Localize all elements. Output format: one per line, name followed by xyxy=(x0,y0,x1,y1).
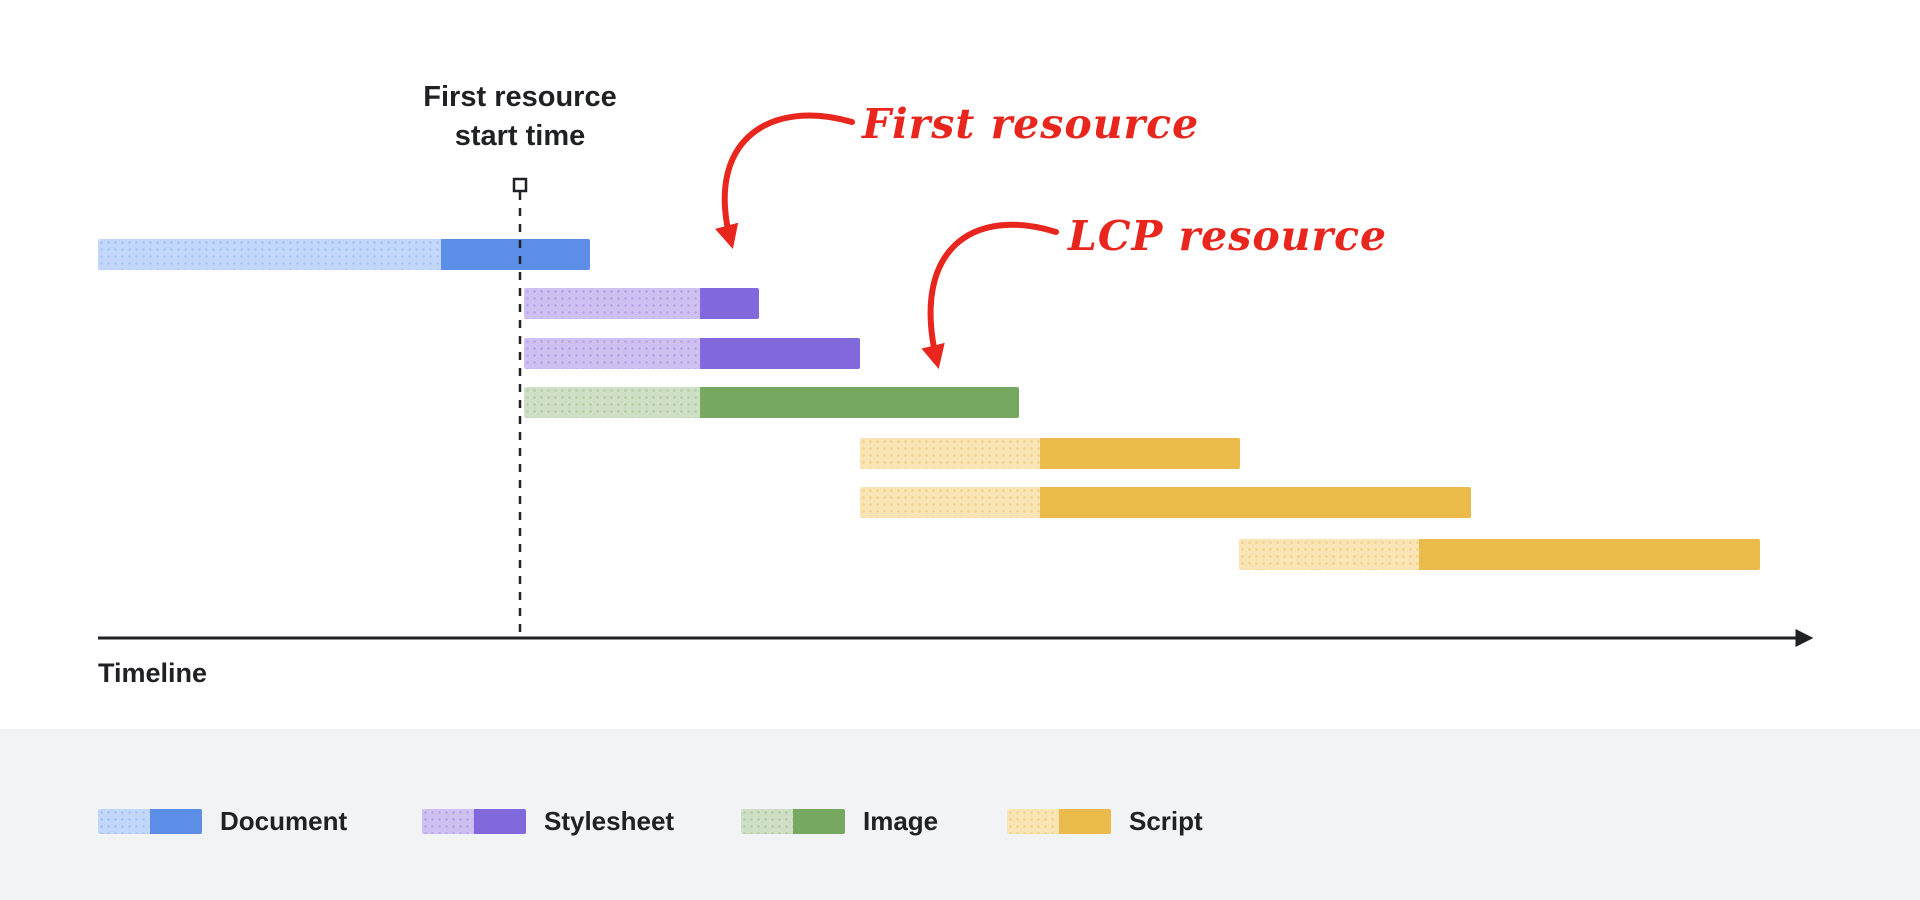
bar-segment-dark xyxy=(700,288,759,319)
legend-swatch-document-light xyxy=(98,809,150,834)
legend-label-stylesheet: Stylesheet xyxy=(544,806,675,836)
bar-segment-dark xyxy=(441,239,590,270)
lcp-resource-annotation: LCP resource xyxy=(1068,212,1388,260)
bar-stylesheet-3 xyxy=(524,338,860,369)
first-resource-start-time-label: First resource start time xyxy=(423,78,616,156)
bar-segment-light xyxy=(1239,539,1419,570)
bar-segment-dark xyxy=(1040,487,1471,518)
legend-label-script: Script xyxy=(1129,806,1203,836)
bar-segment-light xyxy=(524,288,700,319)
legend-swatch-document-dark xyxy=(150,809,202,834)
bar-segment-light xyxy=(860,487,1040,518)
legend-swatch-script xyxy=(1007,809,1111,834)
legend-band xyxy=(0,729,1920,900)
legend-label-document: Document xyxy=(220,806,348,836)
legend-label-image: Image xyxy=(863,806,939,836)
bar-stylesheet-2 xyxy=(524,288,759,319)
bar-segment-light xyxy=(524,387,700,418)
bar-segment-dark xyxy=(700,387,1019,418)
bar-script-7 xyxy=(1239,539,1760,570)
bar-script-5 xyxy=(860,438,1240,469)
legend-item-document: Document xyxy=(98,806,347,837)
legend-swatch-image-light xyxy=(741,809,793,834)
legend-swatch-stylesheet-dark xyxy=(474,809,526,834)
legend-swatch-stylesheet-light xyxy=(422,809,474,834)
bar-segment-light xyxy=(98,239,441,270)
legend-item-script: Script xyxy=(1007,806,1203,837)
bar-script-6 xyxy=(860,487,1471,518)
bar-segment-dark xyxy=(700,338,860,369)
bar-document-1 xyxy=(98,239,590,270)
bar-segment-light xyxy=(860,438,1040,469)
legend-swatch-document xyxy=(98,809,202,834)
start-label-line-2: start time xyxy=(454,120,586,153)
legend-swatch-image-dark xyxy=(793,809,845,834)
legend-swatch-script-light xyxy=(1007,809,1059,834)
legend-item-image: Image xyxy=(741,806,938,837)
bar-segment-dark xyxy=(1040,438,1240,469)
legend-swatch-stylesheet xyxy=(422,809,526,834)
bar-segment-dark xyxy=(1419,539,1760,570)
legend-item-stylesheet: Stylesheet xyxy=(422,806,674,837)
legend-swatch-image xyxy=(741,809,845,834)
legend-swatch-script-dark xyxy=(1059,809,1111,834)
timeline-label: Timeline xyxy=(98,658,208,688)
bar-segment-light xyxy=(524,338,700,369)
first-resource-annotation: First resource xyxy=(862,100,1200,148)
start-label-line-1: First resource xyxy=(423,81,617,113)
bar-image-4 xyxy=(524,387,1019,418)
